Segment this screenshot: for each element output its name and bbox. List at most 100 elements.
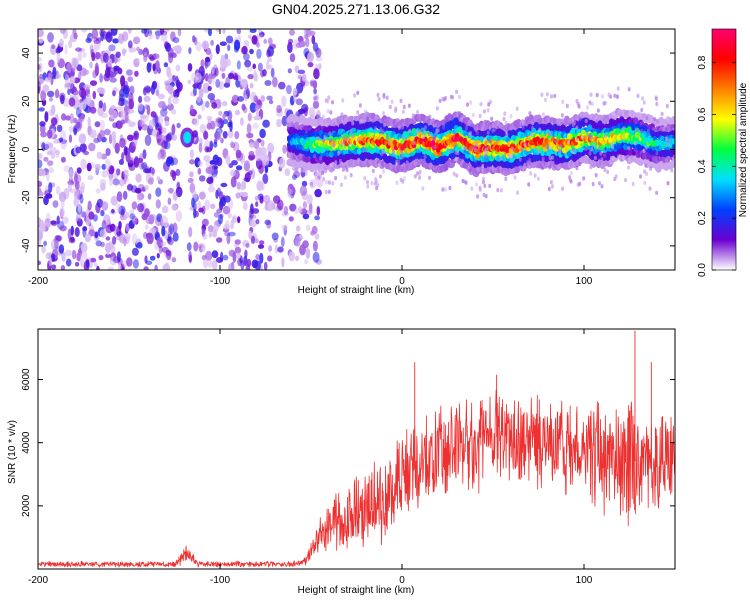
noise-blob	[248, 34, 252, 40]
noise-blob	[302, 201, 307, 210]
noise-blob	[233, 75, 239, 81]
noise-blob	[161, 241, 166, 247]
faint-speckle	[645, 115, 649, 121]
noise-blob	[116, 191, 123, 203]
noise-blob	[77, 203, 82, 213]
noise-blob	[47, 32, 54, 43]
faint-speckle	[669, 124, 673, 129]
faint-speckle	[499, 188, 503, 193]
noise-blob	[300, 40, 306, 48]
noise-blob	[193, 241, 199, 252]
faint-speckle	[640, 107, 644, 113]
noise-blob	[177, 29, 182, 37]
noise-blob	[202, 233, 208, 240]
noise-blob	[171, 109, 177, 115]
noise-blob	[256, 42, 260, 48]
noise-blob	[77, 51, 83, 62]
noise-blob	[225, 35, 234, 44]
faint-speckle	[575, 137, 579, 143]
noise-blob	[38, 62, 43, 73]
noise-blob	[310, 230, 316, 236]
faint-speckle	[370, 180, 374, 186]
noise-blob	[71, 249, 77, 260]
noise-blob	[283, 205, 289, 216]
noise-blob	[48, 167, 54, 174]
faint-speckle	[604, 101, 608, 106]
noise-blob	[161, 205, 169, 214]
faint-speckle	[578, 161, 582, 167]
noise-blob	[114, 142, 120, 154]
faint-speckle	[408, 128, 412, 134]
noise-blob	[258, 164, 264, 174]
noise-blob	[105, 148, 111, 156]
noise-blob	[312, 80, 318, 90]
noise-blob	[43, 240, 47, 247]
faint-speckle	[575, 165, 579, 171]
faint-speckle	[383, 122, 386, 128]
noise-blob	[94, 121, 101, 128]
faint-speckle	[422, 134, 425, 140]
faint-speckle	[473, 126, 477, 131]
faint-speckle	[483, 137, 487, 142]
noise-blob	[111, 131, 117, 141]
noise-blob	[80, 181, 85, 191]
noise-blob	[221, 72, 226, 79]
faint-speckle	[401, 109, 405, 115]
noise-blob	[307, 51, 314, 63]
noise-blob	[244, 59, 252, 68]
noise-blob	[156, 253, 160, 259]
faint-speckle	[397, 125, 401, 130]
noise-blob	[267, 46, 274, 57]
noise-blob	[124, 211, 130, 219]
noise-blob	[41, 142, 46, 152]
snr-panel: -200 -100 0 100 2000 4000 6000 Height of stra…	[7, 328, 676, 596]
noise-blob	[172, 191, 178, 201]
noise-blob	[256, 34, 264, 39]
noise-blob	[276, 118, 282, 128]
noise-blob	[155, 199, 161, 209]
noise-blob	[116, 231, 123, 236]
noise-blob	[132, 259, 139, 269]
noise-blob	[316, 206, 321, 216]
noise-blob	[235, 109, 240, 116]
noise-blob	[106, 243, 111, 256]
faint-speckle	[546, 144, 550, 150]
noise-blob	[229, 121, 233, 132]
spectrogram-ylabel: Frequency (Hz)	[7, 115, 18, 184]
noise-blob	[157, 93, 165, 100]
faint-speckle	[568, 175, 572, 180]
faint-speckle	[667, 138, 671, 144]
noise-blob	[287, 68, 292, 74]
noise-blob	[64, 82, 71, 90]
spectrogram-y-ticks: -40 -20 0 20 40	[21, 47, 675, 253]
noise-blob	[167, 188, 175, 193]
noise-blob	[225, 76, 231, 87]
noise-blob	[252, 122, 259, 130]
noise-blob	[47, 160, 54, 167]
noise-blob	[104, 67, 111, 79]
noise-blob	[281, 115, 288, 127]
noise-blob	[124, 233, 132, 240]
faint-speckle	[388, 104, 392, 110]
noise-blob	[67, 228, 72, 240]
faint-speckle	[325, 180, 329, 185]
noise-blob	[131, 215, 138, 225]
noise-blob	[207, 225, 214, 233]
y-tick-label: 40	[21, 47, 32, 59]
noise-blob	[56, 52, 61, 63]
noise-blob	[221, 100, 228, 107]
noise-blob	[73, 32, 78, 40]
noise-blob	[175, 168, 181, 177]
noise-blob	[260, 139, 265, 147]
faint-speckle	[329, 110, 333, 115]
noise-blob	[124, 87, 129, 98]
noise-blob	[246, 123, 252, 134]
noise-blob	[89, 80, 98, 86]
noise-blob	[267, 64, 273, 70]
faint-speckle	[606, 169, 610, 175]
noise-blob	[127, 40, 133, 49]
noise-blob	[239, 117, 244, 126]
noise-blob	[120, 119, 126, 125]
faint-speckle	[326, 109, 330, 114]
